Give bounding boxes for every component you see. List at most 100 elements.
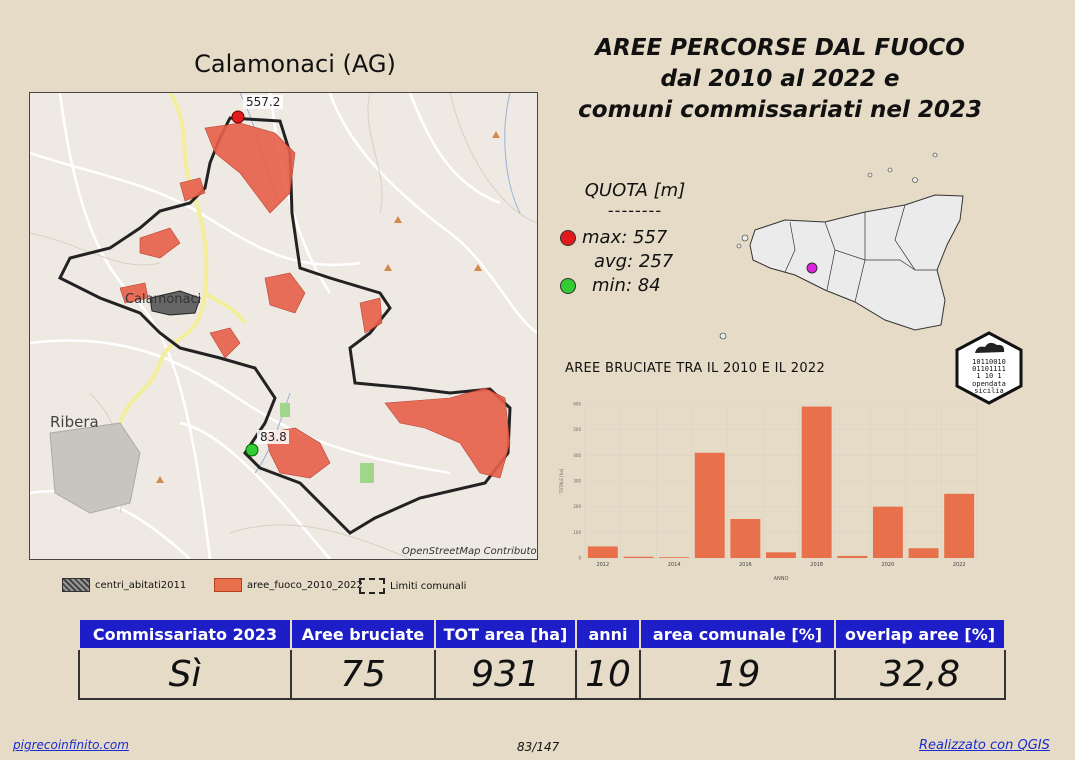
chart-xticks: 2012 2014 2016 2018 2020 2022: [596, 562, 965, 568]
y-tick-label: 200: [573, 504, 581, 509]
max-elevation-point: [231, 110, 245, 124]
chart-xlabel: ANNO: [774, 576, 789, 582]
footer-qgis-link[interactable]: Realizzato con QGIS: [919, 738, 1050, 753]
fire-swatch-icon: [214, 578, 242, 592]
map-title: Calamonaci (AG): [194, 50, 396, 78]
bar-2012: [587, 546, 618, 558]
hill-markers: [156, 131, 500, 483]
map-view[interactable]: Ribera Calamonaci: [29, 92, 538, 560]
comune-marker: [806, 262, 818, 274]
bar-2017: [766, 552, 796, 558]
quota-avg-row: avg: 257: [560, 250, 730, 274]
quota-max: max: 557: [582, 227, 668, 248]
y-tick-label: 100: [573, 530, 581, 535]
value-area-comunale: 19: [639, 648, 836, 700]
boundary-swatch-icon: [359, 578, 385, 594]
x-tick-label: 2020: [882, 562, 895, 568]
legend-item-aree-fuoco: aree_fuoco_2010_2022: [214, 578, 363, 592]
islands: [719, 152, 938, 340]
value-anni: 10: [575, 648, 641, 700]
opendata-sicilia-logo: 10110010 01101111 1 10 1 opendata sicili…: [955, 331, 1023, 405]
logo-line-2: sicilia: [974, 387, 1004, 395]
legend-item-limiti: Limiti comunali: [359, 578, 466, 594]
chart-bars: [587, 406, 975, 558]
legend-label-limiti: Limiti comunali: [390, 580, 467, 592]
province-borders: [784, 204, 937, 303]
burned-areas: [119, 122, 511, 479]
x-tick-label: 2018: [810, 562, 823, 568]
y-tick-label: 400: [573, 453, 581, 458]
header-overlap: overlap aree [%]: [834, 618, 1006, 650]
ribera-label: Ribera: [50, 413, 99, 431]
page-number: 83/147: [517, 740, 560, 754]
bar-2015: [694, 452, 725, 558]
bar-2022: [944, 493, 975, 558]
value-commissariato: Sì: [78, 648, 292, 700]
legend-label-aree-fuoco: aree_fuoco_2010_2022: [247, 579, 363, 591]
svg-text:10110010: 10110010: [972, 358, 1006, 366]
chart-ylabel: TOTALE [ha]: [559, 468, 564, 494]
header-area-comunale: area comunale [%]: [639, 618, 836, 650]
quota-title: QUOTA [m]: [584, 180, 686, 201]
attribution: OpenStreetMap Contributor: [402, 546, 537, 557]
y-tick-label: 0: [578, 556, 581, 561]
green-area: [280, 403, 290, 417]
stats-table: Commissariato 2023 Aree bruciate TOT are…: [78, 618, 1006, 700]
map-legend: centri_abitati2011 aree_fuoco_2010_2022 …: [62, 578, 532, 594]
table-row: Sì 75 931 10 19 32,8: [78, 648, 1006, 700]
quota-separator: --------: [607, 201, 663, 220]
min-elevation-point: [245, 443, 259, 457]
value-overlap: 32,8: [834, 648, 1006, 700]
sicily-outline: [749, 194, 964, 331]
title-line-2: dal 2010 al 2022 e: [660, 66, 900, 92]
green-area: [360, 463, 374, 483]
title-line-1: AREE PERCORSE DAL FUOCO: [595, 35, 965, 61]
quota-panel: QUOTA [m] -------- max: 557 avg: 257 min…: [560, 180, 730, 298]
hatched-swatch-icon: [62, 578, 90, 592]
max-dot-icon: [560, 230, 576, 246]
main-title: AREE PERCORSE DAL FUOCO dal 2010 al 2022…: [560, 33, 1000, 126]
svg-text:1 10 1: 1 10 1: [976, 372, 1001, 380]
header-aree-bruciate: Aree bruciate: [290, 618, 436, 650]
x-tick-label: 2016: [739, 562, 752, 568]
y-tick-label: 300: [573, 479, 581, 484]
value-aree-bruciate: 75: [290, 648, 436, 700]
bar-2016: [730, 518, 761, 558]
bar-2019: [837, 555, 868, 558]
x-tick-label: 2012: [596, 562, 609, 568]
chart-title: AREE BRUCIATE TRA IL 2010 E IL 2022: [565, 361, 826, 376]
sicily-inset-map: [719, 152, 964, 340]
table-header-row: Commissariato 2023 Aree bruciate TOT are…: [78, 618, 1006, 650]
max-elevation-label: 557.2: [246, 95, 280, 109]
quota-min: min: 84: [592, 275, 661, 296]
footer-site-link[interactable]: pigrecoinfinito.com: [13, 738, 129, 752]
legend-label-centri: centri_abitati2011: [95, 579, 187, 591]
quota-max-row: max: 557: [560, 226, 730, 250]
chart-yticks: 0 100 200 300 400 500 600: [573, 402, 581, 561]
bar-2021: [908, 548, 939, 558]
header-tot-area: TOT area [ha]: [434, 618, 577, 650]
y-tick-label: 600: [573, 402, 581, 407]
legend-item-centri: centri_abitati2011: [62, 578, 186, 592]
calamonaci-label: Calamonaci: [125, 292, 201, 307]
svg-text:01101111: 01101111: [972, 365, 1006, 373]
header-commissariato: Commissariato 2023: [78, 618, 292, 650]
chart-grid: [584, 403, 978, 559]
quota-min-row: min: 84: [560, 274, 730, 298]
bar-2014: [659, 557, 690, 558]
logo-line-1: opendata: [972, 380, 1006, 388]
calamonaci-town: [149, 290, 201, 316]
bar-2013: [623, 556, 654, 558]
ribera-urban-area: [49, 422, 141, 514]
y-tick-label: 500: [573, 427, 581, 432]
value-tot-area: 931: [434, 648, 577, 700]
min-dot-icon: [560, 278, 576, 294]
header-anni: anni: [575, 618, 641, 650]
quota-avg: avg: 257: [594, 251, 674, 272]
bar-2020: [872, 506, 903, 558]
municipal-boundary: [57, 116, 512, 535]
x-tick-label: 2014: [668, 562, 681, 568]
title-line-3: comuni commissariati nel 2023: [578, 97, 982, 123]
x-tick-label: 2022: [953, 562, 966, 568]
bar-chart: 2012 2014 2016 2018 2020 2022 0 100 200 300 400 50…: [559, 402, 978, 582]
